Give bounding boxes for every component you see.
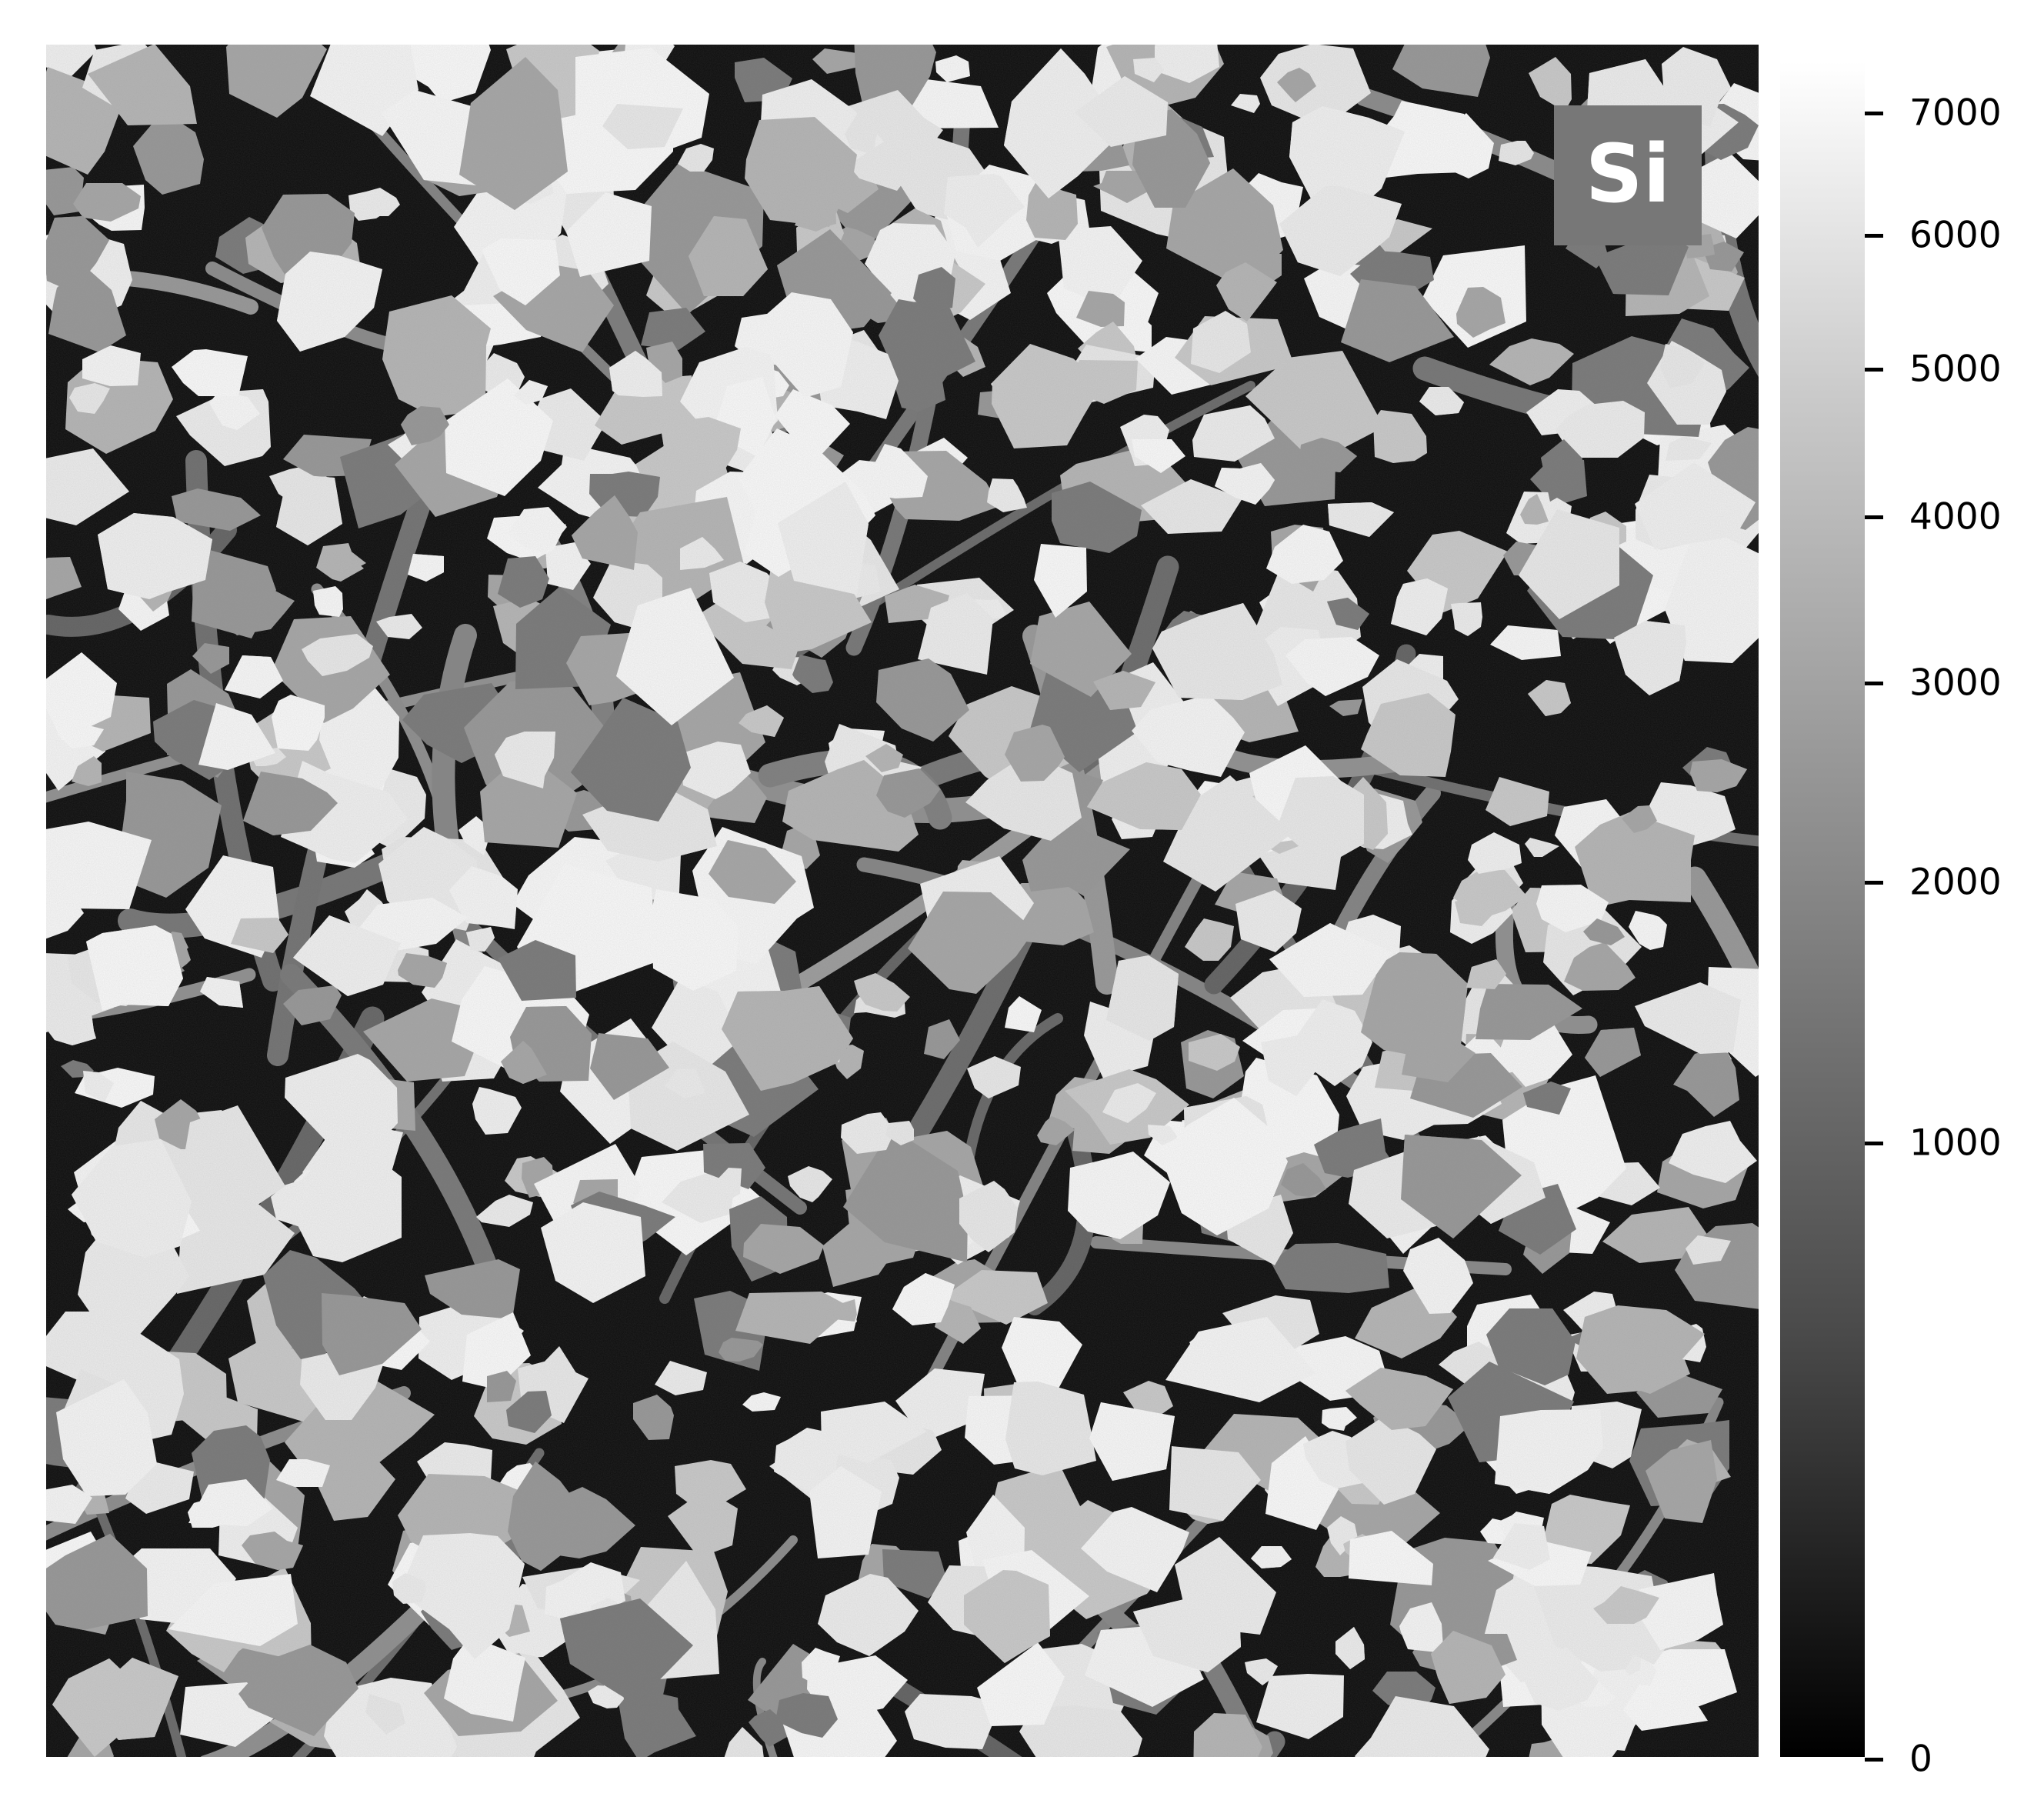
colorbar-tick-label: 6000 — [1909, 214, 2002, 257]
colorbar-tick — [1865, 1142, 1883, 1145]
colorbar-tick-label: 5000 — [1909, 348, 2002, 391]
colorbar-tick — [1865, 682, 1883, 685]
colorbar-tick-label: 1000 — [1909, 1122, 2002, 1165]
colorbar-tick-label: 0 — [1909, 1738, 1932, 1781]
element-map-image — [46, 45, 1759, 1757]
colorbar-tick-label: 3000 — [1909, 662, 2002, 705]
element-badge: Si — [1554, 105, 1702, 245]
colorbar-tick — [1865, 112, 1883, 115]
colorbar — [1780, 62, 1865, 1757]
grain-texture — [46, 45, 1759, 1757]
colorbar-tick-label: 4000 — [1909, 495, 2002, 538]
colorbar-tick — [1865, 234, 1883, 238]
colorbar-tick — [1865, 1758, 1883, 1762]
colorbar-tick — [1865, 515, 1883, 519]
colorbar-tick — [1865, 368, 1883, 372]
element-label: Si — [1585, 127, 1671, 221]
colorbar-tick-label: 7000 — [1909, 92, 2002, 135]
colorbar-tick — [1865, 881, 1883, 885]
colorbar-tick-label: 2000 — [1909, 861, 2002, 904]
